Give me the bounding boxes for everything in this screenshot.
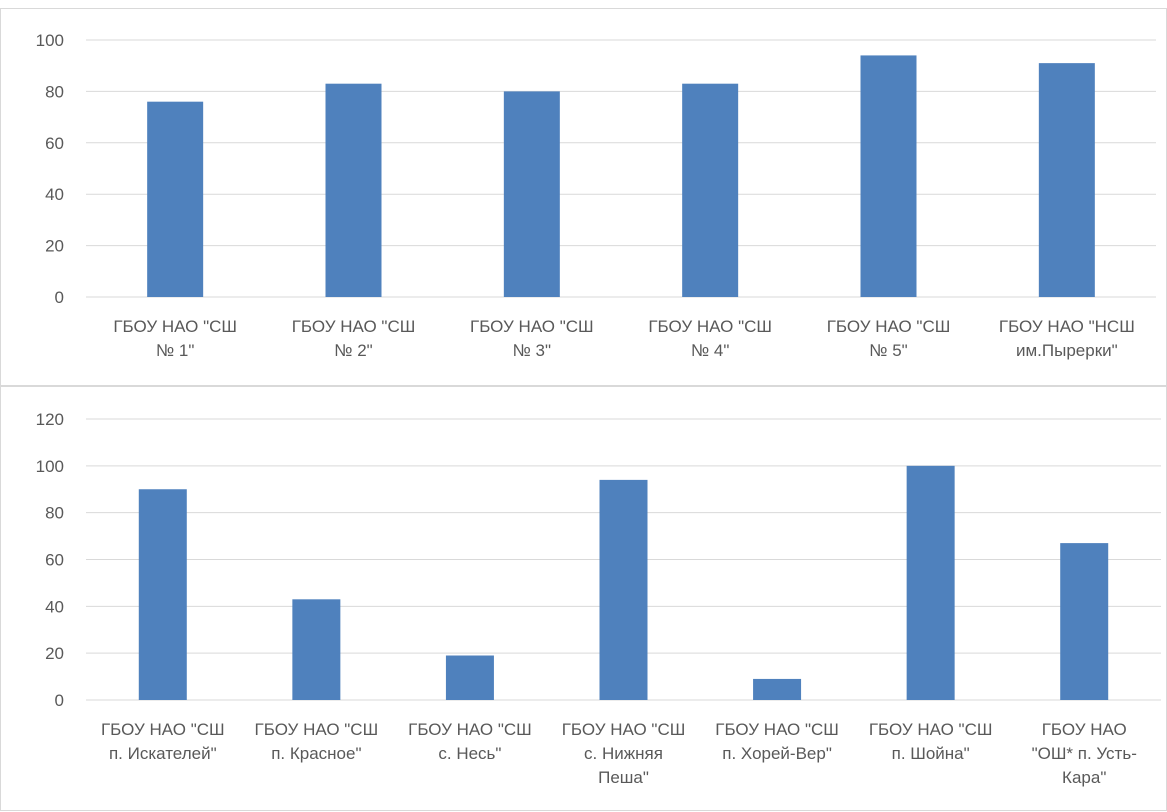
x-category-label-top-5: ГБОУ НАО "НСШ им.Пырерки"	[999, 317, 1135, 360]
bar-top-3	[682, 83, 739, 297]
y-tick-label-top-4: 80	[45, 82, 64, 101]
bar-top-5	[1038, 63, 1095, 297]
y-tick-label-bottom-4: 80	[45, 504, 64, 523]
bar-bottom-4	[753, 678, 802, 700]
chart-bottom-panel: 0 20 40 60 80 100 120 ГБОУ НАО "СШ п. Искателей"…	[0, 386, 1167, 811]
x-category-label-bottom-0: ГБОУ НАО "СШ п. Искателей"	[101, 720, 225, 763]
x-category-label-bottom-3: ГБОУ НАО "СШ с. Нижняя Пеша"	[562, 720, 686, 787]
y-tick-label-top-5: 100	[36, 31, 64, 50]
chart-bottom-svg: 0 20 40 60 80 100 120 ГБОУ НАО "СШ п. Искателей"…	[36, 410, 1161, 787]
y-tick-label-bottom-6: 120	[36, 410, 64, 429]
bar-top-0	[147, 101, 204, 298]
x-category-label-bottom-5: ГБОУ НАО "СШ п. Шойна"	[869, 720, 993, 763]
x-category-label-bottom-1: ГБОУ НАО "СШ п. Красное"	[255, 720, 379, 763]
bar-bottom-3	[599, 479, 648, 700]
y-tick-label-top-1: 20	[45, 237, 64, 256]
x-category-label-top-1: ГБОУ НАО "СШ № 2"	[292, 317, 416, 360]
y-tick-label-bottom-0: 0	[55, 691, 64, 710]
chart-top-svg: 0 20 40 60 80 100 ГБОУ НАО "СШ № 1" ГБОУ НАО "СШ…	[36, 31, 1156, 360]
x-category-label-top-0: ГБОУ НАО "СШ № 1"	[113, 317, 237, 360]
y-tick-label-top-3: 60	[45, 134, 64, 153]
bar-bottom-6	[1060, 543, 1109, 700]
bar-bottom-1	[292, 599, 341, 700]
y-tick-label-bottom-5: 100	[36, 457, 64, 476]
x-category-label-bottom-2: ГБОУ НАО "СШ с. Несь"	[408, 720, 532, 763]
y-tick-label-top-0: 0	[55, 288, 64, 307]
bar-bottom-5	[906, 465, 955, 700]
bar-bottom-0	[138, 489, 187, 700]
x-category-label-top-3: ГБОУ НАО "СШ № 4"	[648, 317, 772, 360]
x-category-label-bottom-6: ГБОУ НАО "ОШ* п. Усть-Кара"	[1032, 720, 1137, 787]
y-tick-label-bottom-1: 20	[45, 644, 64, 663]
bar-top-1	[325, 83, 382, 297]
y-tick-label-bottom-2: 40	[45, 597, 64, 616]
bar-bottom-2	[445, 655, 494, 700]
y-tick-label-top-2: 40	[45, 185, 64, 204]
bar-top-2	[503, 91, 560, 298]
x-category-label-top-4: ГБОУ НАО "СШ № 5"	[827, 317, 951, 360]
bar-top-4	[860, 55, 917, 297]
chart-top-panel: 0 20 40 60 80 100 ГБОУ НАО "СШ № 1" ГБОУ НАО "СШ…	[0, 8, 1167, 386]
x-category-label-bottom-4: ГБОУ НАО "СШ п. Хорей-Вер"	[715, 720, 839, 763]
x-category-label-top-2: ГБОУ НАО "СШ № 3"	[470, 317, 594, 360]
y-tick-label-bottom-3: 60	[45, 551, 64, 570]
